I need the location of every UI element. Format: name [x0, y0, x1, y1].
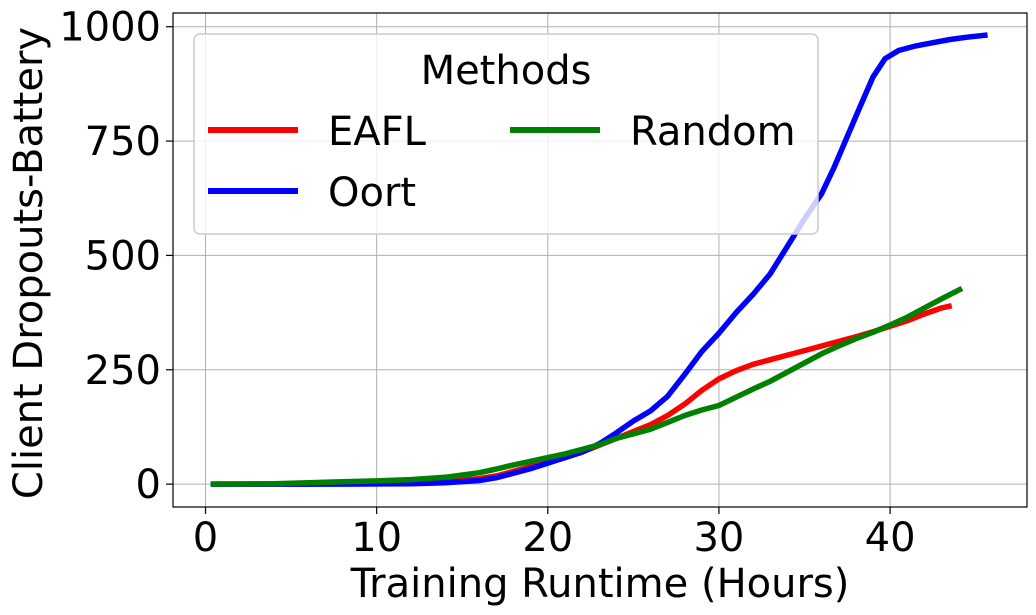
legend-label-random: Random [630, 109, 796, 155]
series-line-oort [210, 32, 988, 487]
legend-box [193, 33, 819, 235]
y-tick-label: 750 [85, 119, 161, 165]
x-axis-label: Training Runtime (Hours) [350, 561, 850, 607]
legend-label-oort: Oort [328, 170, 416, 216]
series-line-random [210, 285, 964, 487]
y-tick-label: 250 [85, 348, 161, 394]
axis-ticks: 0 10 20 30 40 0 250 500 750 1000 [59, 5, 915, 561]
y-tick-label: 0 [136, 462, 161, 508]
x-tick-label: 20 [522, 515, 573, 561]
x-tick-label: 0 [193, 515, 218, 561]
y-tick-label: 1000 [59, 5, 161, 51]
series-line-eafl [210, 303, 953, 487]
x-tick-label: 40 [865, 515, 916, 561]
series-layer [210, 32, 988, 487]
legend: Methods EAFL Oort Random [193, 33, 819, 235]
x-tick-label: 10 [351, 515, 402, 561]
y-axis-label: Client Dropouts-Battery [6, 27, 52, 499]
legend-title: Methods [421, 48, 592, 94]
y-tick-label: 500 [85, 233, 161, 279]
x-tick-label: 30 [693, 515, 744, 561]
plot-frame [172, 12, 1028, 508]
legend-label-eafl: EAFL [328, 109, 427, 155]
